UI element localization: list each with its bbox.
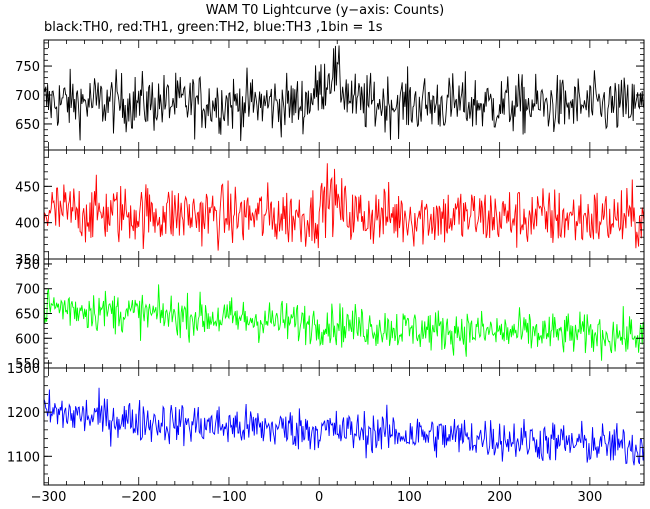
series-th3-line [44,387,644,466]
y-tick-label: 450 [15,180,40,195]
y-tick-label: 750 [15,60,40,75]
panel-th1: 450 400 350 [15,149,645,268]
y-tick-label: 1300 [7,362,40,377]
series-th2-line [44,284,644,361]
chart-title: WAM T0 Lightcurve (y−axis: Counts) [206,3,444,18]
y-tick-label: 700 [15,283,40,298]
y-tick-label: 650 [15,308,40,323]
y-tick-label: 750 [15,258,40,273]
y-tick-label: 1200 [7,406,40,421]
panel-frame [43,39,645,151]
chart-subtitle: black:TH0, red:TH1, green:TH2, blue:TH3 … [44,20,383,35]
panel-th3: 1300 1200 1100 [7,362,645,486]
y-tick-label: 600 [15,332,40,347]
x-axis: −300 −200 −100 0 100 200 300 [31,490,603,505]
series-th1-line [44,163,644,251]
panels-group: 7507006504504003507507006506005501300120… [7,39,645,486]
y-tick-label: 400 [15,217,40,232]
panel-th2: 750 700 650 600 550 [15,258,645,372]
y-tick-label: 350 [15,253,40,268]
x-tick-label: −200 [121,490,157,505]
x-tick-label: 300 [577,490,602,505]
y-tick-label: 650 [15,118,40,133]
y-tick-label: 1100 [7,450,40,465]
x-tick-label: 100 [397,490,422,505]
panel-frame [43,258,645,369]
x-tick-label: −300 [31,490,67,505]
panel-frame [43,367,645,486]
y-tick-label: 550 [15,357,40,372]
series-th0-line [44,45,644,142]
x-tick-label: −100 [211,490,247,505]
x-tick-label: 200 [487,490,512,505]
x-tick-label: 0 [315,490,323,505]
y-tick-label: 700 [15,89,40,104]
panel-th0: 750 700 650 [15,39,645,151]
